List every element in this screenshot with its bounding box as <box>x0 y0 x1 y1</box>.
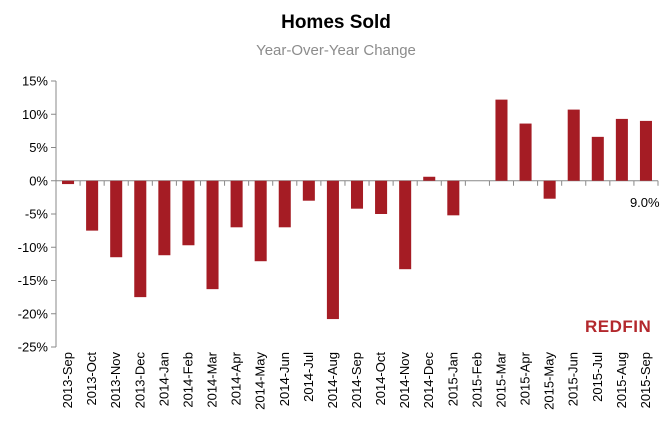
data-labels: 9.0% <box>630 195 660 210</box>
bar-2014-Apr <box>230 180 243 228</box>
x-tick-label: 2015-Sep <box>638 352 653 408</box>
bar-2014-May <box>254 180 267 262</box>
bar-2013-Nov <box>110 180 123 258</box>
x-tick-label: 2013-Oct <box>84 352 99 406</box>
bar-2015-Jun <box>567 109 580 181</box>
y-tick-label: 10% <box>22 107 48 122</box>
redfin-logo: REDFIN <box>585 317 651 336</box>
bar-2015-Jan <box>447 180 460 216</box>
x-tick-label: 2015-May <box>542 352 557 410</box>
x-tick-label: 2014-Feb <box>180 352 195 408</box>
chart-title: Homes Sold <box>281 12 391 33</box>
y-tick-label: -10% <box>18 240 49 255</box>
y-tick-label: -15% <box>18 273 49 288</box>
bars <box>62 99 652 320</box>
bar-2014-Feb <box>182 180 195 246</box>
y-tick-label: -20% <box>18 306 49 321</box>
chart-subtitle: Year-Over-Year Change <box>256 42 416 59</box>
bar-2015-Mar <box>495 99 508 181</box>
x-tick-label: 2013-Sep <box>60 352 75 408</box>
x-tick-label: 2014-Mar <box>205 351 220 407</box>
bar-2014-Jul <box>302 180 315 201</box>
x-tick-label: 2014-Apr <box>229 351 244 405</box>
x-tick-label: 2014-Oct <box>373 352 388 406</box>
y-tick-labels: -25% -20% -15% -10% -5% 0% 5% 10% 15% <box>18 74 49 355</box>
bar-2013-Sep <box>62 180 75 185</box>
y-tick-label: -25% <box>18 340 49 355</box>
x-tick-label: 2015-Jun <box>566 352 581 406</box>
bar-2014-Aug <box>326 180 339 320</box>
bar-2014-Jan <box>158 180 171 256</box>
bar-2014-Sep <box>350 180 364 209</box>
x-tick-label: 2014-Aug <box>325 352 340 408</box>
x-tick-label: 2014-May <box>253 352 268 410</box>
bar-2014-Dec <box>423 176 436 181</box>
x-tick-label: 2013-Nov <box>108 352 123 409</box>
bar-2014-Jun <box>278 180 291 228</box>
x-tick-label: 2013-Dec <box>132 352 147 409</box>
x-tick-labels: 2013-Sep 2013-Oct 2013-Nov 2013-Dec 2014-Jan… <box>60 351 653 409</box>
x-tick-label: 2014-Jan <box>156 352 171 406</box>
x-tick-label: 2015-Mar <box>493 351 508 407</box>
x-tick-label: 2014-Jul <box>301 352 316 402</box>
y-tick-label: 5% <box>29 140 48 155</box>
bar-2015-Aug <box>615 118 628 181</box>
x-tick-label: 2015-Jul <box>590 352 605 402</box>
x-tick-label: 2014-Jun <box>277 352 292 406</box>
y-tick-label: 0% <box>29 173 48 188</box>
bar-2014-Nov <box>399 180 412 270</box>
y-tick-label: 15% <box>22 74 48 89</box>
x-tick-label: 2015-Jan <box>445 352 460 406</box>
bar-2015-Sep <box>639 120 652 181</box>
data-label: 9.0% <box>630 195 660 210</box>
x-tick-label: 2015-Apr <box>518 351 533 405</box>
x-tick-label: 2015-Aug <box>614 352 629 408</box>
bar-2015-May <box>543 180 556 199</box>
x-tick-label: 2014-Dec <box>421 352 436 409</box>
bar-2013-Oct <box>86 180 99 231</box>
bar-2013-Dec <box>134 180 147 298</box>
bar-2014-Oct <box>375 180 388 214</box>
x-tick-label: 2014-Sep <box>349 352 364 408</box>
bar-2015-Jul <box>591 136 604 181</box>
y-tick-label: -5% <box>25 207 49 222</box>
bar-2015-Apr <box>519 123 532 181</box>
bar-2014-Mar <box>206 180 219 290</box>
x-tick-label: 2015-Feb <box>469 352 484 408</box>
x-tick-label: 2014-Nov <box>397 352 412 409</box>
